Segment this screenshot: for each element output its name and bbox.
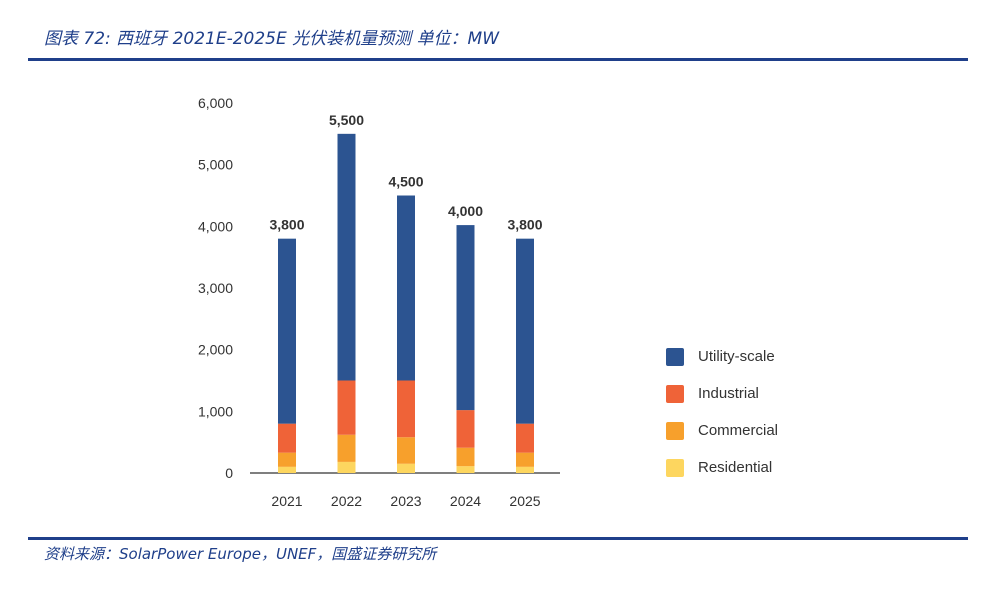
bar-total-label: 5,500: [329, 112, 364, 128]
legend-item-industrial: Industrial: [666, 375, 778, 412]
bar-segment-industrial: [337, 380, 356, 435]
legend-label: Industrial: [698, 385, 759, 402]
bar-total-label: 4,500: [388, 174, 423, 190]
bar-segment-utility-scale: [516, 238, 534, 424]
bottom-rule: [28, 537, 968, 540]
x-tick-label: 2023: [390, 493, 421, 509]
bar-total-label: 3,800: [269, 217, 304, 233]
bar-segment-industrial: [516, 423, 534, 453]
top-rule: [28, 58, 968, 61]
bar-total-label: 3,800: [507, 217, 542, 233]
legend-swatch: [666, 458, 684, 477]
x-tick-label: 2021: [271, 493, 302, 509]
bar-segment-commercial: [456, 447, 475, 467]
legend-swatch: [666, 384, 684, 403]
x-tick-label: 2022: [331, 493, 362, 509]
bar-segment-residential: [278, 466, 296, 473]
bar-segment-residential: [456, 466, 475, 473]
bar-segment-residential: [516, 466, 534, 473]
bar-segment-utility-scale: [397, 195, 415, 381]
bar-segment-commercial: [337, 434, 356, 462]
y-tick-label: 0: [225, 465, 233, 481]
bar-segment-utility-scale: [278, 238, 296, 424]
legend-label: Residential: [698, 459, 773, 476]
bar-segment-utility-scale: [456, 225, 475, 411]
chart-legend: Utility-scale Industrial Commercial Residen…: [666, 338, 778, 486]
y-tick-label: 5,000: [198, 157, 233, 173]
bar-segment-residential: [337, 461, 356, 473]
legend-swatch: [666, 421, 684, 440]
bar-segment-commercial: [397, 437, 415, 464]
figure-source: 资料来源：SolarPower Europe，UNEF，国盛证券研究所: [44, 545, 437, 563]
x-tick-label: 2025: [509, 493, 540, 509]
y-tick-label: 3,000: [198, 280, 233, 296]
bar-segment-industrial: [456, 410, 475, 448]
legend-item-utility-scale: Utility-scale: [666, 338, 778, 375]
bar-segment-industrial: [278, 423, 296, 453]
y-tick-label: 6,000: [198, 95, 233, 111]
bar-segment-industrial: [397, 380, 415, 438]
y-tick-label: 2,000: [198, 342, 233, 358]
bar-total-label: 4,000: [448, 203, 483, 219]
legend-item-residential: Residential: [666, 449, 778, 486]
y-tick-label: 1,000: [198, 403, 233, 419]
bar-segment-commercial: [278, 452, 296, 467]
legend-swatch: [666, 347, 684, 366]
bar-segment-utility-scale: [337, 133, 356, 381]
figure-title: 图表 72: 西班牙 2021E-2025E 光伏装机量预测 单位：MW: [44, 29, 499, 49]
legend-label: Commercial: [698, 422, 779, 439]
x-tick-label: 2024: [450, 493, 481, 509]
bar-segment-commercial: [516, 452, 534, 467]
y-tick-label: 4,000: [198, 218, 233, 234]
legend-item-commercial: Commercial: [666, 412, 778, 449]
bar-segment-residential: [397, 463, 415, 473]
legend-label: Utility-scale: [698, 348, 775, 365]
